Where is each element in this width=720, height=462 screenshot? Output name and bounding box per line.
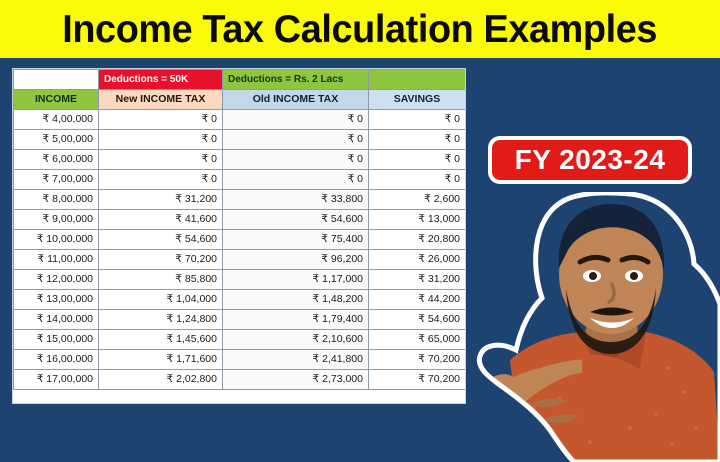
cell-old-income-tax: ₹ 1,48,200: [222, 289, 369, 310]
cell-old-income-tax: ₹ 0: [222, 109, 369, 130]
cell-income: ₹ 11,00,000: [13, 249, 99, 270]
title-banner: Income Tax Calculation Examples: [0, 0, 720, 58]
cell-new-income-tax: ₹ 0: [98, 169, 223, 190]
cell-savings: ₹ 70,200: [368, 369, 465, 390]
cell-income: ₹ 6,00,000: [13, 149, 99, 170]
cell-income: ₹ 17,00,000: [13, 369, 99, 390]
cell-old-income-tax: ₹ 54,600: [222, 209, 369, 230]
deduction-header-blank: [13, 69, 99, 90]
table-row: ₹ 7,00,000 ₹ 0 ₹ 0 ₹ 0: [13, 169, 465, 190]
cell-savings: ₹ 26,000: [368, 249, 465, 270]
cell-savings: ₹ 20,800: [368, 229, 465, 250]
cell-income: ₹ 10,00,000: [13, 229, 99, 250]
table-row: ₹ 9,00,000 ₹ 41,600 ₹ 54,600 ₹ 13,000: [13, 209, 465, 230]
cell-old-income-tax: ₹ 0: [222, 149, 369, 170]
cell-income: ₹ 7,00,000: [13, 169, 99, 190]
cell-new-income-tax: ₹ 0: [98, 129, 223, 150]
cell-new-income-tax: ₹ 54,600: [98, 229, 223, 250]
cell-old-income-tax: ₹ 2,73,000: [222, 369, 369, 390]
cell-income: ₹ 15,00,000: [13, 329, 99, 350]
cell-income: ₹ 16,00,000: [13, 349, 99, 370]
cell-income: ₹ 4,00,000: [13, 109, 99, 130]
cell-savings: ₹ 0: [368, 169, 465, 190]
cell-savings: ₹ 44,200: [368, 289, 465, 310]
cell-savings: ₹ 2,600: [368, 189, 465, 210]
cell-new-income-tax: ₹ 41,600: [98, 209, 223, 230]
cell-new-income-tax: ₹ 0: [98, 149, 223, 170]
presenter-illustration: [476, 192, 720, 462]
cell-new-income-tax: ₹ 1,04,000: [98, 289, 223, 310]
deduction-header-row: Deductions = 50K Deductions = Rs. 2 Lacs: [13, 69, 465, 90]
cell-savings: ₹ 31,200: [368, 269, 465, 290]
table-row: ₹ 8,00,000 ₹ 31,200 ₹ 33,800 ₹ 2,600: [13, 189, 465, 210]
table-row: ₹ 6,00,000 ₹ 0 ₹ 0 ₹ 0: [13, 149, 465, 170]
cell-new-income-tax: ₹ 2,02,800: [98, 369, 223, 390]
cell-old-income-tax: ₹ 2,41,800: [222, 349, 369, 370]
content-area: Deductions = 50K Deductions = Rs. 2 Lacs…: [0, 58, 720, 462]
cell-old-income-tax: ₹ 96,200: [222, 249, 369, 270]
cell-income: ₹ 14,00,000: [13, 309, 99, 330]
table-row: ₹ 15,00,000 ₹ 1,45,600 ₹ 2,10,600 ₹ 65,000: [13, 329, 465, 350]
cell-old-income-tax: ₹ 2,10,600: [222, 329, 369, 350]
cell-savings: ₹ 0: [368, 129, 465, 150]
column-header-row: INCOME New INCOME TAX Old INCOME TAX SAV…: [13, 89, 465, 110]
fy-badge-label: FY 2023-24: [514, 144, 666, 175]
cell-old-income-tax: ₹ 33,800: [222, 189, 369, 210]
cell-old-income-tax: ₹ 1,79,400: [222, 309, 369, 330]
cell-income: ₹ 9,00,000: [13, 209, 99, 230]
deduction-header-savings-blank: [368, 69, 465, 90]
cell-income: ₹ 5,00,000: [13, 129, 99, 150]
cell-income: ₹ 8,00,000: [13, 189, 99, 210]
cell-savings: ₹ 65,000: [368, 329, 465, 350]
column-header-old-income-tax: Old INCOME TAX: [222, 89, 369, 110]
cell-old-income-tax: ₹ 75,400: [222, 229, 369, 250]
table-row: ₹ 5,00,000 ₹ 0 ₹ 0 ₹ 0: [13, 129, 465, 150]
table-row: ₹ 4,00,000 ₹ 0 ₹ 0 ₹ 0: [13, 109, 465, 130]
cell-old-income-tax: ₹ 0: [222, 169, 369, 190]
cell-savings: ₹ 54,600: [368, 309, 465, 330]
cell-savings: ₹ 0: [368, 109, 465, 130]
table-row: ₹ 17,00,000 ₹ 2,02,800 ₹ 2,73,000 ₹ 70,200: [13, 369, 465, 390]
fy-badge: FY 2023-24: [488, 136, 692, 184]
column-header-income: INCOME: [13, 89, 99, 110]
deduction-header-old-tax: Deductions = Rs. 2 Lacs: [222, 69, 369, 90]
cell-new-income-tax: ₹ 1,24,800: [98, 309, 223, 330]
table-body: Deductions = 50K Deductions = Rs. 2 Lacs…: [13, 69, 465, 390]
cell-savings: ₹ 13,000: [368, 209, 465, 230]
table-row: ₹ 11,00,000 ₹ 70,200 ₹ 96,200 ₹ 26,000: [13, 249, 465, 270]
cell-old-income-tax: ₹ 1,17,000: [222, 269, 369, 290]
cell-old-income-tax: ₹ 0: [222, 129, 369, 150]
cell-income: ₹ 13,00,000: [13, 289, 99, 310]
cell-income: ₹ 12,00,000: [13, 269, 99, 290]
cell-savings: ₹ 70,200: [368, 349, 465, 370]
presenter-cutout: [470, 192, 720, 462]
table-row: ₹ 14,00,000 ₹ 1,24,800 ₹ 1,79,400 ₹ 54,600: [13, 309, 465, 330]
cell-new-income-tax: ₹ 0: [98, 109, 223, 130]
cell-new-income-tax: ₹ 1,45,600: [98, 329, 223, 350]
cell-new-income-tax: ₹ 85,800: [98, 269, 223, 290]
table-row: ₹ 10,00,000 ₹ 54,600 ₹ 75,400 ₹ 20,800: [13, 229, 465, 250]
spreadsheet-table: Deductions = 50K Deductions = Rs. 2 Lacs…: [12, 68, 466, 404]
column-header-new-income-tax: New INCOME TAX: [98, 89, 223, 110]
table-row: ₹ 13,00,000 ₹ 1,04,000 ₹ 1,48,200 ₹ 44,200: [13, 289, 465, 310]
table-row: ₹ 12,00,000 ₹ 85,800 ₹ 1,17,000 ₹ 31,200: [13, 269, 465, 290]
page-title: Income Tax Calculation Examples: [62, 7, 658, 51]
deduction-header-new-tax: Deductions = 50K: [98, 69, 223, 90]
cell-new-income-tax: ₹ 70,200: [98, 249, 223, 270]
table-row: ₹ 16,00,000 ₹ 1,71,600 ₹ 2,41,800 ₹ 70,200: [13, 349, 465, 370]
cell-savings: ₹ 0: [368, 149, 465, 170]
cell-new-income-tax: ₹ 31,200: [98, 189, 223, 210]
tax-comparison-table: Deductions = 50K Deductions = Rs. 2 Lacs…: [13, 69, 465, 390]
cell-new-income-tax: ₹ 1,71,600: [98, 349, 223, 370]
column-header-savings: SAVINGS: [368, 89, 465, 110]
